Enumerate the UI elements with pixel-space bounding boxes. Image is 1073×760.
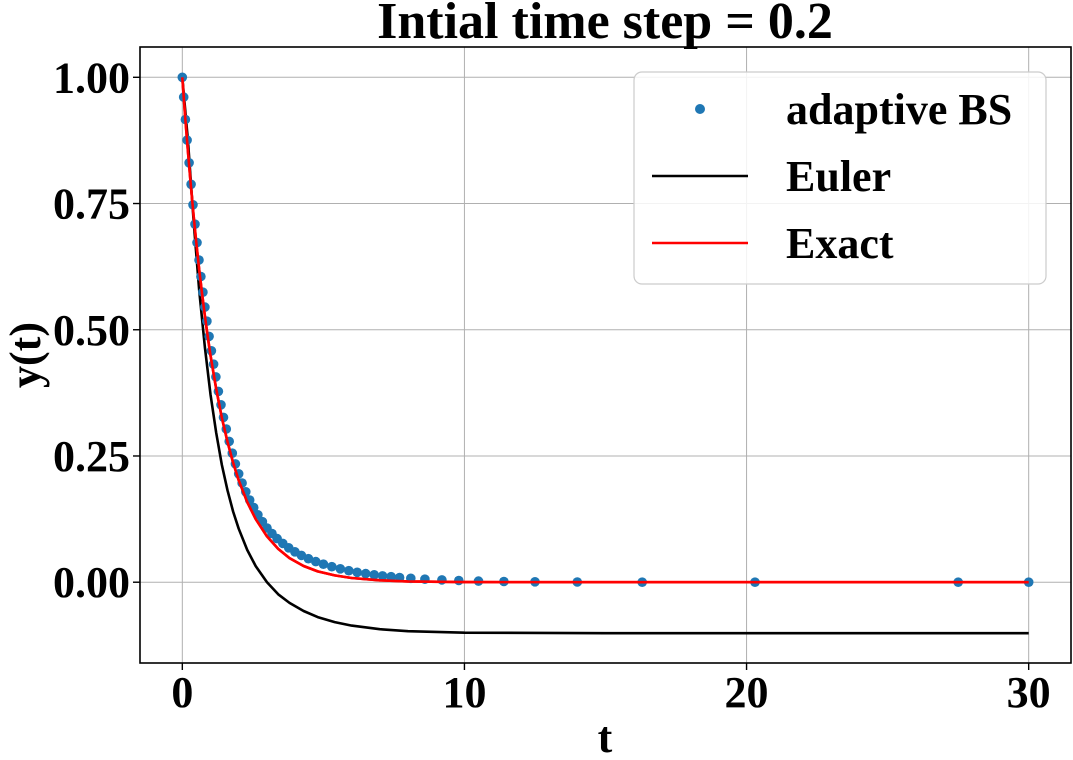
plot-frame [139, 46, 1072, 664]
legend-label-adaptive-bs: adaptive BS [786, 85, 1012, 134]
x-tick-label: 30 [1007, 668, 1051, 717]
series-adaptive-bs-point [437, 575, 447, 585]
series-adaptive-bs-point [352, 567, 363, 578]
series-adaptive-bs-point [377, 571, 388, 581]
y-tick-label: 0.50 [53, 306, 130, 355]
x-tick-label: 20 [725, 668, 769, 717]
plot-area [177, 72, 1034, 635]
series-adaptive-bs-point [311, 556, 321, 567]
series-adaptive-bs-point [360, 568, 371, 579]
series-adaptive-bs-point [344, 565, 354, 576]
legend: adaptive BS Euler Exact [633, 71, 1047, 285]
series-adaptive-bs-point [454, 575, 464, 586]
y-tick-label: 0.75 [53, 180, 130, 229]
x-axis-label: t [598, 713, 613, 760]
y-tick-label: 1.00 [53, 53, 130, 102]
series-adaptive-bs-point [327, 561, 337, 572]
series-adaptive-bs-point [318, 559, 329, 569]
series-exact-line-overlay [181, 77, 1029, 584]
y-axis-label: y(t) [1, 322, 50, 388]
chart-title: Intial time step = 0.2 [377, 0, 833, 50]
series-adaptive-bs-point [369, 570, 380, 580]
x-tick-label: 0 [171, 668, 193, 717]
legend-box [633, 71, 1047, 285]
series-adaptive-bs-point [303, 553, 314, 564]
legend-label-exact: Exact [786, 219, 894, 268]
series-adaptive-bs-point [386, 571, 396, 582]
series-adaptive-bs-point [335, 564, 346, 574]
x-tick-label: 10 [442, 668, 486, 717]
series-euler-line [181, 77, 1029, 635]
axis-ticks: 0 10 20 30 0.00 0.25 0.50 0.75 1.00 [53, 53, 1051, 717]
legend-marker-adaptive-bs [695, 104, 705, 114]
y-tick-label: 0.25 [53, 432, 130, 481]
legend-label-euler: Euler [786, 152, 891, 201]
y-tick-label: 0.00 [53, 558, 130, 607]
